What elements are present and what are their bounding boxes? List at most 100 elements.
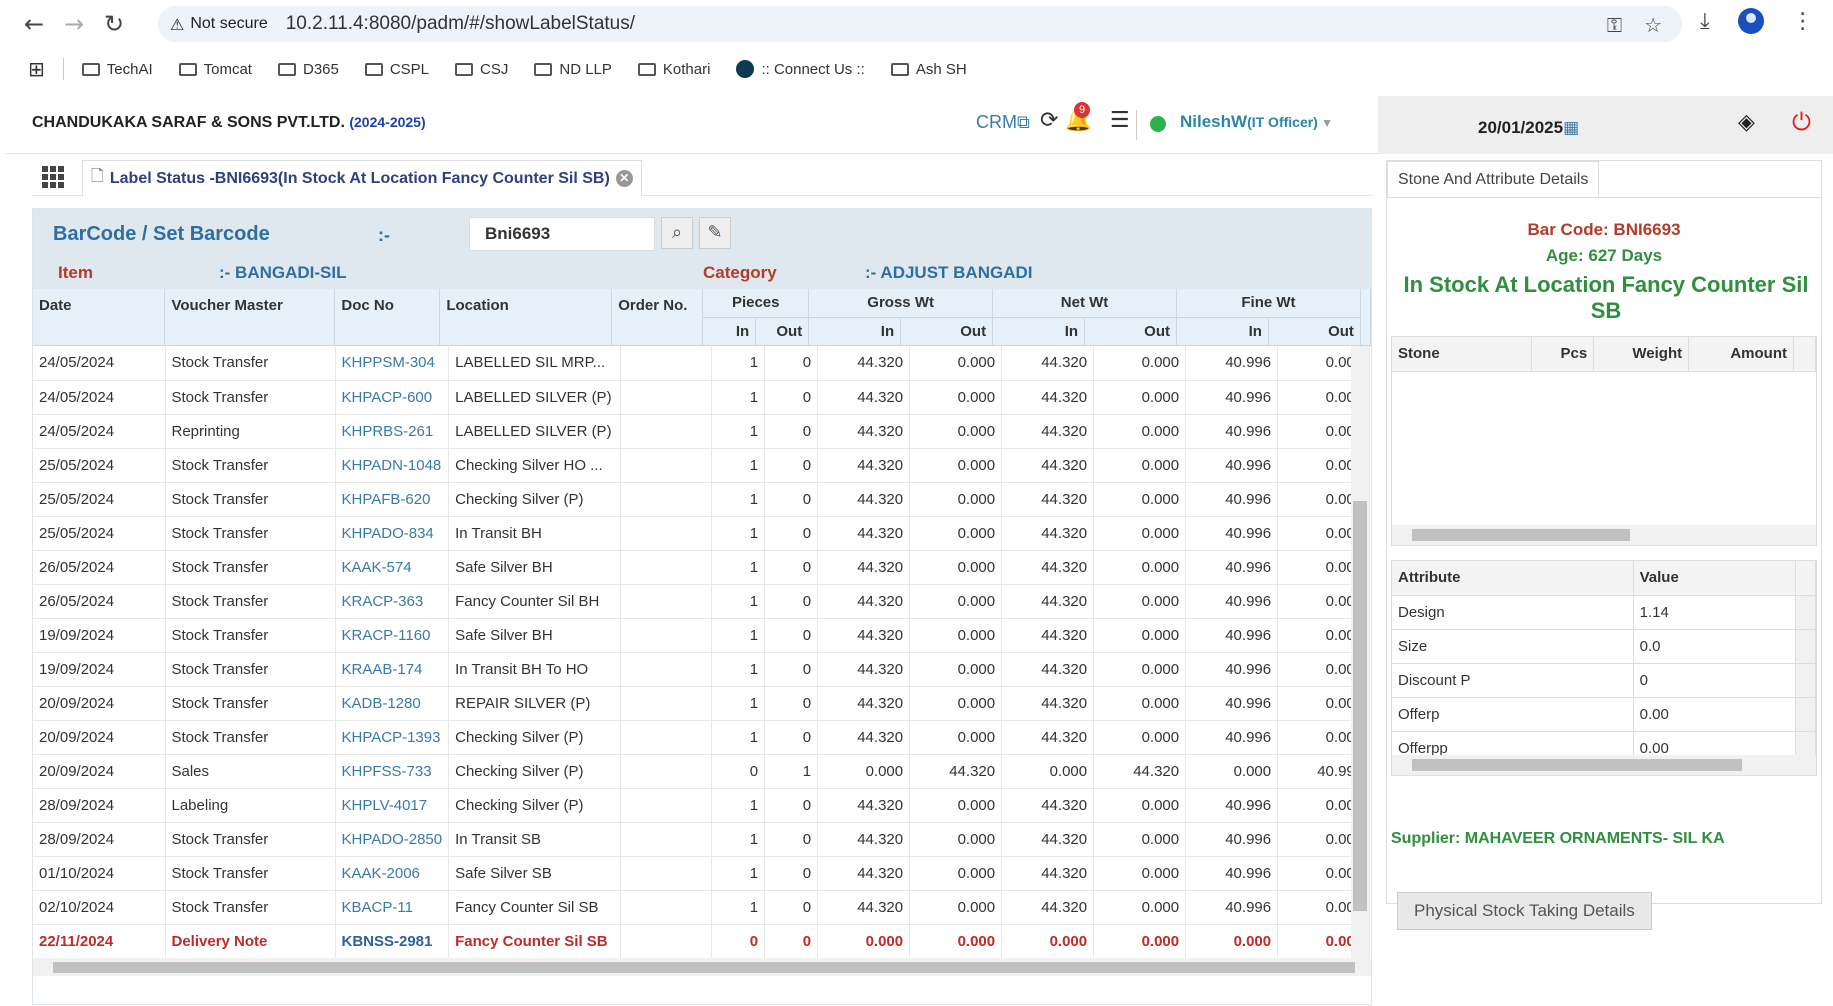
- col-attribute[interactable]: Attribute: [1392, 561, 1634, 596]
- col-voucher[interactable]: Voucher Master: [164, 289, 336, 346]
- table-row[interactable]: 02/10/2024 Stock Transfer KBACP-11 Fancy Co…: [33, 890, 1371, 925]
- table-cell[interactable]: KAAK-574: [335, 550, 450, 585]
- table-row[interactable]: 24/05/2024 Stock Transfer KHPPSM-304 LABELL…: [33, 346, 1371, 381]
- table-cell[interactable]: KBNSS-2981: [335, 924, 450, 958]
- table-row[interactable]: 25/05/2024 Stock Transfer KHPADO-834 In Tra…: [33, 516, 1371, 551]
- crm-link[interactable]: CRM⧉: [976, 112, 1030, 133]
- bookmark-techai[interactable]: TechAI: [81, 61, 153, 78]
- horizontal-scrollbar[interactable]: [1392, 755, 1816, 775]
- eye-slash-icon[interactable]: ◈: [1738, 110, 1755, 135]
- table-cell[interactable]: KHPADO-2850: [335, 822, 450, 857]
- table-cell[interactable]: KHPACP-1393: [335, 720, 450, 755]
- col-fine-out[interactable]: Out: [1268, 317, 1361, 346]
- power-icon[interactable]: ⏻: [1792, 108, 1811, 136]
- table-row[interactable]: 26/05/2024 Stock Transfer KAAK-574 Safe Sil…: [33, 550, 1371, 585]
- col-gross-out[interactable]: Out: [900, 317, 994, 346]
- table-cell[interactable]: KAAK-2006: [335, 856, 450, 891]
- bookmark-kothari[interactable]: Kothari: [637, 61, 710, 78]
- not-secure-indicator[interactable]: ⚠ Not secure: [170, 14, 268, 34]
- attribute-row[interactable]: Offerp 0.00: [1392, 697, 1816, 732]
- forward-icon[interactable]: →: [63, 10, 85, 38]
- bookmark-d365[interactable]: D365: [277, 61, 339, 78]
- table-row[interactable]: 22/11/2024 Delivery Note KBNSS-2981 Fancy C…: [33, 924, 1371, 958]
- col-doc[interactable]: Doc No: [334, 289, 441, 346]
- back-icon[interactable]: ←: [23, 10, 45, 38]
- table-cell[interactable]: KRACP-1160: [335, 618, 450, 653]
- col-pieces-out[interactable]: Out: [755, 317, 810, 346]
- star-icon[interactable]: ☆: [1644, 13, 1662, 37]
- table-row[interactable]: 24/05/2024 Stock Transfer KHPACP-600 LABELL…: [33, 380, 1371, 415]
- table-cell[interactable]: KRAAB-174: [335, 652, 450, 687]
- col-gross-in[interactable]: In: [808, 317, 902, 346]
- table-cell[interactable]: KHPPSM-304: [335, 346, 450, 381]
- table-row[interactable]: 19/09/2024 Stock Transfer KRAAB-174 In Tran…: [33, 652, 1371, 687]
- table-row[interactable]: 24/05/2024 Reprinting KHPRBS-261 LABELLED S…: [33, 414, 1371, 449]
- barcode-input[interactable]: Bni6693: [469, 217, 655, 251]
- scroll-thumb[interactable]: [1353, 501, 1367, 911]
- user-menu[interactable]: NileshW(IT Officer) ▼: [1180, 112, 1334, 131]
- calendar-icon[interactable]: ▦: [1563, 118, 1580, 138]
- reload-icon[interactable]: ↻: [103, 10, 125, 38]
- horizontal-scrollbar[interactable]: [33, 958, 1371, 976]
- bookmark-tomcat[interactable]: Tomcat: [178, 61, 252, 78]
- table-row[interactable]: 25/05/2024 Stock Transfer KHPAFB-620 Checki…: [33, 482, 1371, 517]
- table-row[interactable]: 25/05/2024 Stock Transfer KHPADN-1048 Check…: [33, 448, 1371, 483]
- scroll-thumb[interactable]: [1412, 759, 1742, 771]
- key-icon[interactable]: ⚿: [1606, 13, 1623, 37]
- attribute-row[interactable]: Size 0.0: [1392, 629, 1816, 664]
- bookmark-cspl[interactable]: CSPL: [364, 61, 429, 78]
- col-net-in[interactable]: In: [992, 317, 1086, 346]
- current-date[interactable]: 20/01/2025▦: [1478, 118, 1580, 138]
- col-pcs[interactable]: Pcs: [1531, 337, 1595, 372]
- col-value[interactable]: Value: [1633, 561, 1797, 596]
- menu-icon[interactable]: ⋮: [1791, 8, 1814, 34]
- col-pieces-in[interactable]: In: [702, 317, 757, 346]
- scroll-thumb[interactable]: [1412, 529, 1630, 541]
- bookmark-ash-sh[interactable]: Ash SH: [890, 61, 967, 78]
- search-button[interactable]: ⌕: [661, 217, 693, 249]
- table-row[interactable]: 19/09/2024 Stock Transfer KRACP-1160 Safe S…: [33, 618, 1371, 653]
- list-icon[interactable]: ☰: [1109, 108, 1130, 133]
- col-stone[interactable]: Stone: [1392, 337, 1533, 372]
- bookmark-csj[interactable]: CSJ: [455, 61, 508, 78]
- download-icon[interactable]: ⤓: [1700, 8, 1710, 34]
- apps-grid-icon[interactable]: ⊞: [28, 57, 45, 81]
- col-amount[interactable]: Amount: [1688, 337, 1794, 372]
- vertical-scrollbar[interactable]: [1351, 346, 1369, 958]
- attribute-row[interactable]: Design 1.14: [1392, 595, 1816, 630]
- col-location[interactable]: Location: [439, 289, 613, 346]
- table-cell[interactable]: KHPAFB-620: [335, 482, 450, 517]
- table-row[interactable]: 20/09/2024 Stock Transfer KADB-1280 REPAIR …: [33, 686, 1371, 721]
- col-fine-in[interactable]: In: [1176, 317, 1269, 346]
- bookmark-connect-us[interactable]: :: Connect Us ::: [736, 60, 865, 78]
- col-weight[interactable]: Weight: [1593, 337, 1690, 372]
- table-cell[interactable]: KHPRBS-261: [335, 414, 450, 449]
- horizontal-scrollbar[interactable]: [1392, 525, 1816, 545]
- col-order[interactable]: Order No.: [611, 289, 704, 346]
- col-net-out[interactable]: Out: [1084, 317, 1177, 346]
- table-row[interactable]: 20/09/2024 Stock Transfer KHPACP-1393 Check…: [33, 720, 1371, 755]
- profile-avatar[interactable]: [1737, 8, 1764, 34]
- col-date[interactable]: Date: [33, 289, 166, 346]
- table-cell[interactable]: KHPADN-1048: [335, 448, 450, 483]
- bookmark-nd-llp[interactable]: ND LLP: [534, 61, 612, 78]
- table-cell[interactable]: KHPLV-4017: [335, 788, 450, 823]
- table-cell[interactable]: KBACP-11: [335, 890, 450, 925]
- sync-icon[interactable]: ⟳: [1040, 108, 1059, 133]
- table-cell[interactable]: KHPADO-834: [335, 516, 450, 551]
- physical-stock-taking-button[interactable]: Physical Stock Taking Details: [1397, 892, 1652, 930]
- table-row[interactable]: 28/09/2024 Labeling KHPLV-4017 Checking Sil…: [33, 788, 1371, 823]
- address-bar[interactable]: ⚠ Not secure 10.2.11.4:8080/padm/#/showLa…: [158, 6, 1682, 42]
- table-row[interactable]: 20/09/2024 Sales KHPFSS-733 Checking Silver…: [33, 754, 1371, 789]
- url-text[interactable]: 10.2.11.4:8080/padm/#/showLabelStatus/: [285, 13, 636, 34]
- table-row[interactable]: 28/09/2024 Stock Transfer KHPADO-2850 In Tr…: [33, 822, 1371, 857]
- table-cell[interactable]: KHPACP-600: [335, 380, 450, 415]
- close-icon[interactable]: ✕: [615, 170, 633, 187]
- edit-button[interactable]: ✎: [699, 217, 731, 249]
- table-row[interactable]: 26/05/2024 Stock Transfer KRACP-363 Fancy C…: [33, 584, 1371, 619]
- table-cell[interactable]: KRACP-363: [335, 584, 450, 619]
- table-row[interactable]: 01/10/2024 Stock Transfer KAAK-2006 Safe Si…: [33, 856, 1371, 891]
- tab-stone-attribute[interactable]: Stone And Attribute Details: [1387, 161, 1600, 198]
- grid-menu-icon[interactable]: [42, 166, 64, 188]
